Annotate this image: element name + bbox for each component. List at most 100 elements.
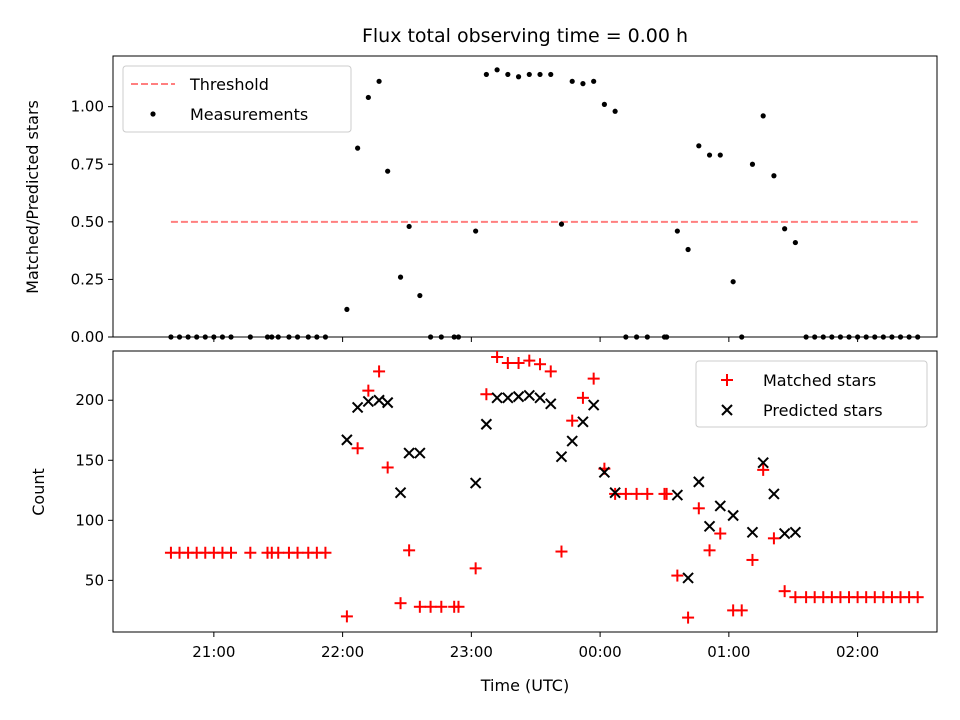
data-point [362, 384, 375, 397]
series-matched-stars [164, 351, 924, 624]
data-point [351, 442, 364, 455]
data-point [641, 487, 654, 500]
data-point [714, 527, 727, 540]
data-point [872, 334, 878, 340]
data-point [664, 334, 670, 340]
data-point [494, 67, 500, 73]
data-point [880, 334, 886, 340]
data-point [344, 306, 350, 312]
legend-measurements-label: Measurements [190, 105, 308, 124]
data-point [269, 334, 275, 340]
data-point [427, 334, 434, 340]
data-point [576, 391, 589, 404]
data-point [202, 334, 208, 340]
data-point [413, 600, 426, 613]
data-point [727, 509, 739, 522]
data-point [185, 334, 191, 340]
data-point [294, 334, 301, 340]
data-point [491, 351, 504, 364]
y-tick-label: 200 [75, 391, 104, 409]
data-point [846, 334, 852, 340]
data-point [619, 487, 632, 500]
data-point [706, 152, 713, 158]
legend-box [695, 360, 928, 428]
data-point [692, 502, 705, 515]
data-point [555, 545, 568, 558]
data-point [623, 334, 629, 340]
bottom-y-axis-label: Count [29, 468, 48, 516]
top-legend: Threshold Measurements [122, 65, 352, 133]
data-point [452, 600, 465, 613]
data-point [685, 246, 691, 253]
data-point [630, 487, 643, 500]
data-point [911, 591, 924, 604]
data-point [225, 546, 238, 559]
data-point [523, 389, 535, 402]
data-point [587, 372, 600, 385]
data-point [767, 532, 780, 545]
data-point [435, 600, 448, 613]
series-measurements [168, 67, 921, 340]
data-point [717, 152, 723, 158]
data-point [746, 526, 759, 539]
data-point [757, 463, 770, 476]
data-point [219, 334, 226, 340]
data-point [373, 365, 386, 378]
data-point [566, 414, 579, 427]
data-point [863, 334, 869, 340]
data-point [275, 334, 281, 340]
bottom-legend: Matched stars Predicted stars [695, 360, 928, 428]
data-point [526, 71, 532, 78]
data-point [660, 487, 673, 500]
y-tick-label: 50 [85, 571, 104, 589]
legend-threshold-label: Threshold [189, 75, 269, 94]
data-point [591, 78, 597, 84]
data-point [406, 223, 412, 230]
data-point [385, 168, 391, 174]
data-point [515, 74, 522, 80]
y-tick-label: 0.00 [71, 328, 104, 346]
y-tick-label: 0.50 [71, 213, 104, 231]
data-point [394, 486, 407, 499]
data-point [714, 500, 726, 512]
data-point [455, 334, 462, 340]
data-point [523, 354, 536, 367]
data-point [889, 334, 895, 340]
top-plot-area: 0.00 0.25 0.50 0.75 1.00 Threshold Measurement… [71, 55, 938, 346]
data-point [792, 239, 798, 246]
data-point [480, 388, 493, 401]
data-point [397, 274, 404, 280]
data-point [272, 546, 285, 559]
data-point [803, 334, 809, 340]
x-tick-label: 23:00 [450, 643, 493, 661]
y-tick-label: 1.00 [71, 98, 104, 116]
data-point [512, 357, 525, 370]
legend-measurements-swatch [150, 111, 156, 117]
data-point [768, 488, 780, 500]
data-point [644, 334, 650, 340]
data-point [505, 71, 511, 78]
data-point [381, 396, 394, 409]
data-point [373, 394, 385, 406]
x-tick-label: 00:00 [578, 643, 621, 661]
data-point [502, 392, 514, 404]
data-point [362, 395, 375, 408]
data-point [771, 173, 777, 179]
data-point [168, 334, 174, 340]
data-point [211, 334, 217, 340]
data-point [820, 334, 826, 340]
y-tick-label: 0.75 [71, 155, 104, 173]
data-point [612, 108, 618, 114]
data-point [746, 553, 759, 566]
data-point [730, 279, 736, 285]
data-point [569, 78, 575, 84]
data-point [438, 334, 444, 340]
data-point [789, 591, 802, 604]
data-point [789, 526, 802, 539]
data-point [555, 450, 568, 463]
data-point [915, 334, 921, 340]
x-tick-label: 22:00 [321, 643, 364, 661]
data-point [376, 78, 382, 84]
data-point [749, 161, 756, 167]
